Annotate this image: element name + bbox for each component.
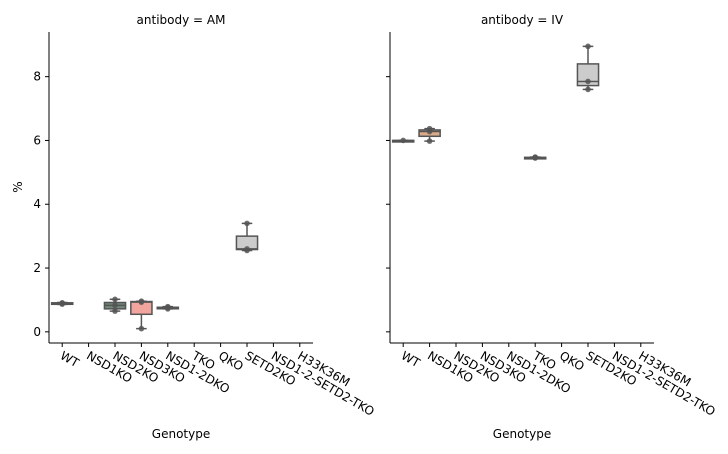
x-tick-label: WT [399, 348, 423, 370]
data-point [112, 302, 118, 309]
data-point [426, 138, 433, 144]
data-point [138, 325, 145, 332]
box-wt [50, 300, 74, 307]
x-tick-label: QKO [216, 348, 246, 373]
data-point [426, 125, 433, 132]
facet-iv: antibody = IV Genotype WT NSD1KONSD2KONSD… [386, 13, 718, 441]
y-tick-label: 6 [33, 133, 41, 147]
box-nsd1ko [418, 125, 441, 144]
facet-title-am: antibody = AM [137, 13, 226, 27]
box-setd2ko [235, 220, 259, 254]
data-point [244, 246, 250, 252]
data-point [585, 43, 591, 50]
x-tick-label: WT [58, 348, 82, 370]
y-tick-label: 0 [33, 325, 41, 339]
y-tick-label: 2 [33, 261, 41, 275]
box-tko [523, 154, 547, 161]
box-nsd2ko [103, 296, 127, 314]
data-point [112, 308, 118, 314]
y-axis-label: % [11, 181, 25, 192]
data-point [59, 300, 65, 306]
data-point [400, 137, 407, 144]
data-point [112, 296, 118, 303]
facet-title-iv: antibody = IV [481, 13, 564, 27]
data-point [532, 154, 538, 160]
x-axis-label-am: Genotype [152, 427, 210, 441]
x-axis-label-iv: Genotype [493, 427, 551, 441]
data-point [138, 298, 145, 305]
data-point [165, 303, 171, 310]
box-nsd3ko [130, 298, 153, 332]
box-nsd1-2dko [156, 303, 180, 312]
x-tick-label: QKO [557, 348, 587, 373]
box-setd2ko [576, 43, 600, 93]
y-tick-label: 8 [33, 70, 41, 84]
box-body [576, 63, 600, 87]
data-point [585, 86, 591, 93]
data-point [585, 78, 591, 85]
box-wt [391, 137, 415, 144]
y-tick-label: 4 [33, 197, 41, 211]
data-point [244, 220, 250, 227]
